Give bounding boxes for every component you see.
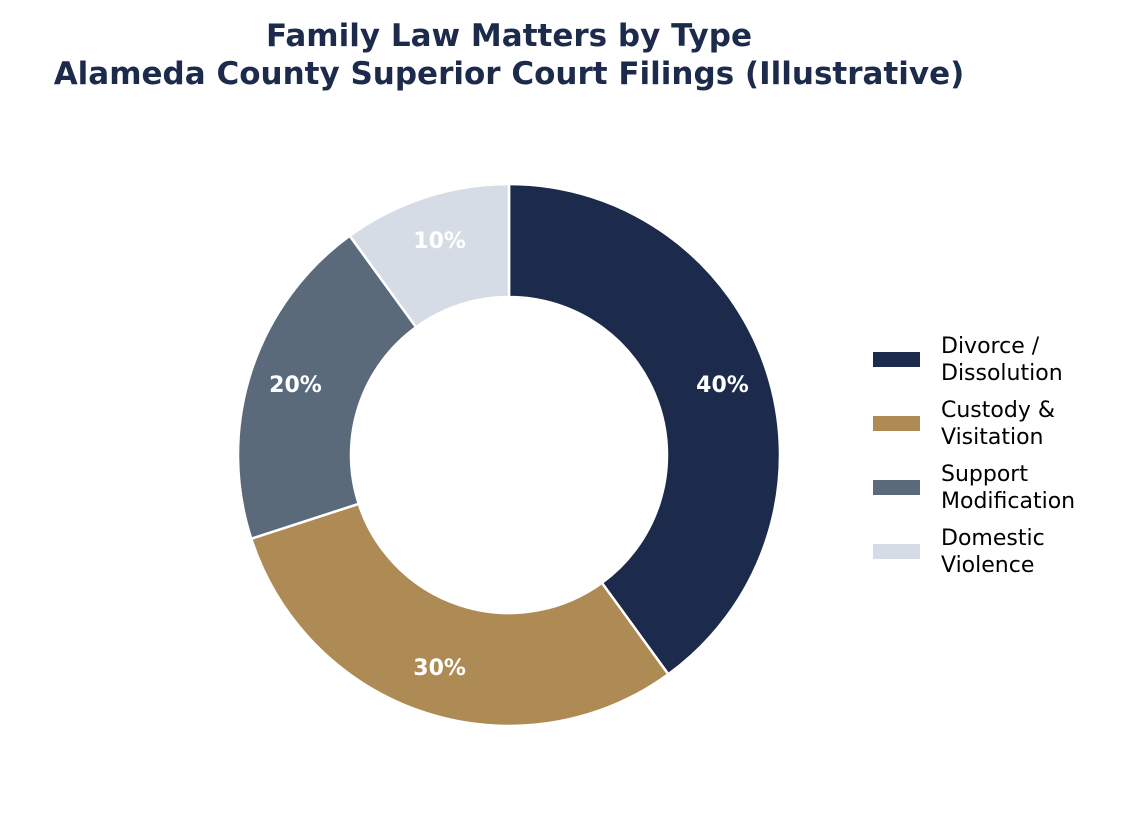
slice-percent-label: 20% (269, 373, 322, 398)
legend-swatch (873, 480, 920, 495)
slice-percent-label: 30% (413, 656, 466, 681)
legend-label: Custody & Visitation (941, 398, 1055, 450)
donut-slices (236, 182, 782, 728)
legend-label: Domestic Violence (941, 526, 1045, 578)
legend: Divorce / Dissolution Custody & Visitation S… (873, 334, 1075, 578)
slice-divorce-dissolution (507, 182, 782, 676)
chart-subtitle: Alameda County Superior Court Filings (I… (54, 56, 965, 92)
chart-title: Family Law Matters by Type (266, 18, 752, 54)
slice-custody-visitation (249, 502, 671, 728)
slice-percent-label: 40% (696, 373, 749, 398)
slice-percent-label: 10% (413, 229, 466, 254)
slice-support-modification (236, 234, 418, 541)
slice-domestic-violence (347, 182, 511, 329)
legend-swatch (873, 416, 920, 431)
slice-labels: 40% 30% 20% 10% (269, 229, 749, 681)
legend-swatch (873, 352, 920, 367)
legend-label: Support Modification (941, 462, 1075, 514)
legend-label: Divorce / Dissolution (941, 334, 1063, 386)
legend-swatch (873, 544, 920, 559)
